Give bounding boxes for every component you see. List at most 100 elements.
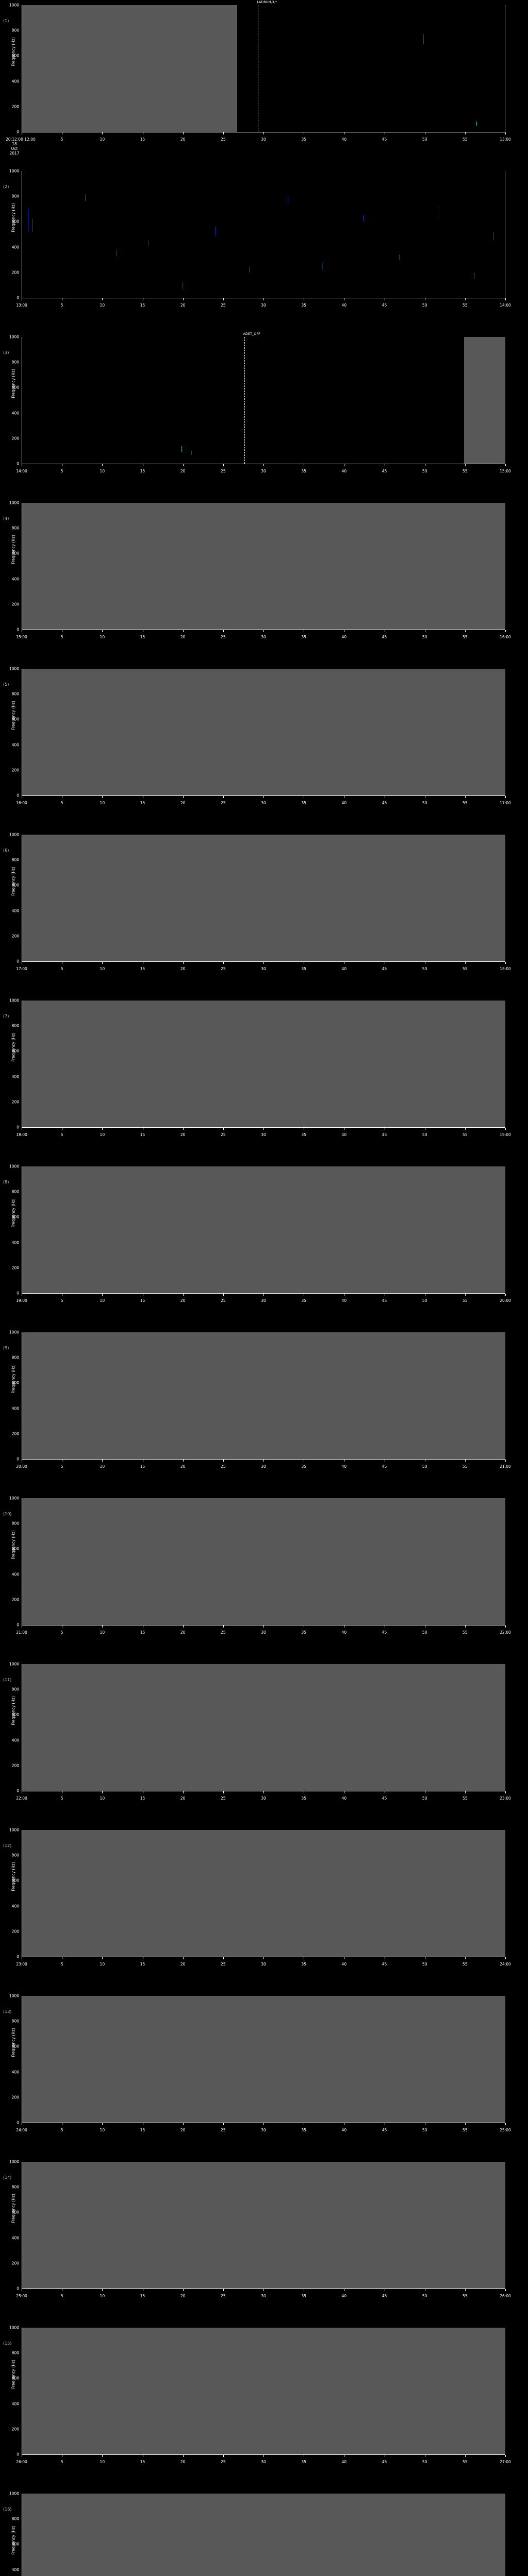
x-tick-label: 15 bbox=[140, 2294, 145, 2298]
x-tick-label: 20 bbox=[180, 801, 186, 805]
x-tick-mark bbox=[183, 630, 184, 632]
x-tick-label-group: 16:00 5 10 15 20 25 30 35 40 45 50 55 17:00 bbox=[0, 801, 528, 824]
x-tick-mark bbox=[505, 464, 506, 466]
y-tick-label: 400 bbox=[11, 1904, 19, 1909]
x-tick-mark bbox=[505, 2123, 506, 2125]
x-tick-label: 5 bbox=[60, 2460, 63, 2464]
x-tick-label: 55 bbox=[463, 2460, 468, 2464]
y-tick-label: 200 bbox=[11, 270, 19, 275]
x-tick-mark bbox=[102, 1625, 103, 1628]
plot-area bbox=[22, 171, 505, 298]
panel-index-label: (1) bbox=[3, 19, 9, 23]
y-tick-group: 0 200 400 600 800 1000 bbox=[0, 1164, 24, 1296]
x-tick-label: 15 bbox=[140, 801, 145, 805]
y-tick-label: 400 bbox=[11, 2401, 19, 2406]
spectrogram-panel: (16)Frequency (Hz)0200400600800100027:00… bbox=[0, 2488, 528, 2576]
plot-area bbox=[22, 669, 505, 795]
spectrogram-data-region bbox=[22, 669, 505, 795]
x-tick-mark bbox=[183, 1128, 184, 1130]
plot-area bbox=[22, 1664, 505, 1791]
x-tick-label-start: 17:00 bbox=[16, 967, 27, 971]
x-tick-label: 20 bbox=[180, 2128, 186, 2132]
x-tick-mark bbox=[465, 1128, 466, 1130]
spectrogram-data-region bbox=[22, 1332, 505, 1459]
y-tick-label: 400 bbox=[11, 411, 19, 416]
x-tick-label: 15 bbox=[140, 137, 145, 142]
y-tick-label: 600 bbox=[11, 2541, 19, 2547]
x-tick-mark bbox=[223, 1460, 224, 1462]
x-tick-label: 35 bbox=[301, 2128, 306, 2132]
spectrogram-panel: (2) Frequency (Hz) 0 200 400 600 800 1000 13:00 5… bbox=[0, 166, 528, 332]
y-tick-label: 1000 bbox=[9, 2491, 19, 2496]
x-tick-label-group: 23:00 5 10 15 20 25 30 35 40 45 50 55 24:00 bbox=[0, 1962, 528, 1986]
spectrogram-data-region bbox=[22, 2494, 505, 2576]
x-tick-label: 20 bbox=[180, 303, 186, 308]
x-tick-mark bbox=[465, 630, 466, 632]
x-tick-label: 50 bbox=[422, 635, 427, 639]
x-tick-label-end: 20:00 bbox=[500, 1298, 511, 1303]
event-marker-label: ADET_OFF bbox=[243, 332, 260, 336]
x-tick-mark bbox=[465, 132, 466, 134]
x-tick-label: 45 bbox=[382, 137, 387, 142]
spectrogram-panel: (7) Frequency (Hz) 0 200 400 600 800 1000 18:00 5… bbox=[0, 995, 528, 1161]
x-tick-mark bbox=[183, 962, 184, 964]
panel-index-label: (14) bbox=[3, 2175, 12, 2180]
x-tick-label: 35 bbox=[301, 1464, 306, 1469]
x-tick-mark bbox=[223, 796, 224, 798]
x-tick-label: 50 bbox=[422, 1132, 427, 1137]
x-tick-mark bbox=[263, 132, 264, 134]
x-tick-label: 50 bbox=[422, 801, 427, 805]
x-tick-label: 20 bbox=[180, 137, 186, 142]
y-tick-label: 1000 bbox=[9, 666, 19, 671]
x-tick-label: 40 bbox=[341, 1298, 347, 1303]
spectrogram-panel: (3) Frequency (Hz) 0 200 400 600 800 1000 ADET_O… bbox=[0, 332, 528, 498]
x-tick-mark bbox=[183, 464, 184, 466]
x-tick-label-group: 25:00 5 10 15 20 25 30 35 40 45 50 55 26:00 bbox=[0, 2294, 528, 2317]
plot-area bbox=[22, 503, 505, 630]
x-tick-mark bbox=[183, 132, 184, 134]
x-tick-mark bbox=[465, 464, 466, 466]
x-tick-label-end: 26:00 bbox=[500, 2294, 511, 2298]
x-tick-mark bbox=[183, 298, 184, 300]
y-tick-group: 0 200 400 600 800 1000 bbox=[0, 666, 24, 798]
plot-area bbox=[22, 2162, 505, 2289]
x-tick-label: 30 bbox=[261, 2294, 266, 2298]
x-tick-label: 20 bbox=[180, 469, 186, 473]
y-tick-label: 800 bbox=[11, 2184, 19, 2190]
y-tick-label: 0 bbox=[16, 1622, 19, 1628]
panel-index-label: (2) bbox=[3, 184, 9, 189]
plot-area bbox=[22, 1166, 505, 1293]
x-tick-label: 30 bbox=[261, 801, 266, 805]
x-tick-mark bbox=[183, 2455, 184, 2457]
y-tick-label: 0 bbox=[16, 959, 19, 964]
x-tick-mark bbox=[263, 298, 264, 300]
spectrogram-data-region bbox=[22, 1830, 505, 1957]
x-tick-label: 10 bbox=[100, 1796, 105, 1801]
spectrogram-data-region bbox=[22, 1498, 505, 1625]
x-tick-mark bbox=[263, 464, 264, 466]
plot-area bbox=[22, 2494, 505, 2576]
x-tick-label: 40 bbox=[341, 469, 347, 473]
x-tick-label: 10 bbox=[100, 1464, 105, 1469]
x-tick-label: 5 bbox=[60, 2128, 63, 2132]
plot-area bbox=[22, 1332, 505, 1459]
x-tick-label: 40 bbox=[341, 1962, 347, 1967]
x-tick-label: 15 bbox=[140, 2460, 145, 2464]
x-tick-label: 50 bbox=[422, 1630, 427, 1635]
x-tick-mark bbox=[102, 962, 103, 964]
y-tick-group: 0 200 400 600 800 1000 bbox=[0, 833, 24, 964]
spectrogram-panel: (5) Frequency (Hz) 0 200 400 600 800 1000 16:00 5… bbox=[0, 664, 528, 829]
x-tick-label: 25 bbox=[221, 801, 226, 805]
x-tick-label-end: 13:00 bbox=[500, 137, 511, 142]
x-tick-mark bbox=[102, 1957, 103, 1959]
y-tick-label: 600 bbox=[11, 1214, 19, 1219]
x-tick-label: 15 bbox=[140, 635, 145, 639]
y-tick-label: 1000 bbox=[9, 1827, 19, 1833]
x-tick-label-start: 22:00 bbox=[16, 1796, 27, 1801]
plot-area bbox=[22, 1498, 505, 1625]
y-tick-label: 600 bbox=[11, 551, 19, 556]
x-tick-label: 15 bbox=[140, 1464, 145, 1469]
spectrogram-panel: (8) Frequency (Hz) 0 200 400 600 800 1000 19:00 5… bbox=[0, 1161, 528, 1327]
x-tick-mark bbox=[223, 1294, 224, 1296]
y-tick-label: 600 bbox=[11, 1712, 19, 1717]
